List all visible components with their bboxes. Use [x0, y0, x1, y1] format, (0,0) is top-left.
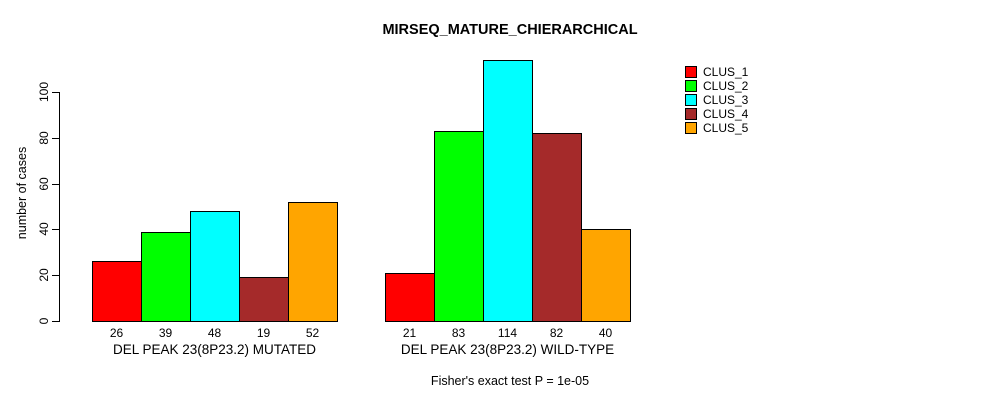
bar-value-label: 40: [598, 326, 613, 340]
bar-value-label: 21: [402, 326, 417, 340]
y-tick-label: 80: [37, 131, 51, 145]
legend-item-clus_3: CLUS_3: [685, 93, 748, 107]
y-tick: [52, 275, 60, 277]
y-tick: [52, 229, 60, 231]
y-tick-label: 20: [37, 268, 51, 282]
bar-clus_2-group1: [141, 231, 191, 322]
annotation-text: Fisher's exact test P = 1e-05: [430, 374, 590, 388]
category-label-group2: DEL PEAK 23(8P23.2) WILD-TYPE: [400, 342, 615, 357]
legend-item-clus_4: CLUS_4: [685, 107, 748, 121]
legend-label: CLUS_5: [703, 121, 749, 135]
bar-value-label: 39: [158, 326, 173, 340]
y-axis-label: number of cases: [15, 146, 29, 240]
legend-swatch-clus_2: [685, 80, 697, 92]
legend-label: CLUS_2: [703, 79, 749, 93]
legend-swatch-clus_5: [685, 122, 697, 134]
legend-swatch-clus_1: [685, 66, 697, 78]
y-tick: [52, 92, 60, 93]
bar-clus_3-group1: [190, 211, 240, 322]
bar-value-label: 83: [451, 326, 466, 340]
legend-swatch-clus_4: [685, 108, 697, 120]
legend-item-clus_2: CLUS_2: [685, 79, 748, 93]
bar-value-label: 19: [256, 326, 271, 340]
y-tick-label: 40: [37, 222, 51, 237]
y-tick-label: 100: [37, 81, 51, 103]
bar-value-label: 52: [305, 326, 320, 340]
bar-clus_3-group2: [483, 59, 533, 322]
category-label-group1: DEL PEAK 23(8P23.2) MUTATED: [112, 342, 317, 357]
legend-item-clus_1: CLUS_1: [685, 65, 748, 79]
y-tick-label: 60: [37, 176, 51, 191]
y-tick-label: 0: [37, 317, 51, 325]
bar-value-label: 82: [549, 326, 564, 340]
legend-label: CLUS_1: [703, 65, 749, 79]
bar-clus_4-group1: [239, 277, 289, 322]
bar-clus_1-group1: [92, 261, 142, 322]
legend: CLUS_1 CLUS_2 CLUS_3 CLUS_4 CLUS_5: [685, 65, 748, 135]
chart-title: MIRSEQ_MATURE_CHIERARCHICAL: [382, 22, 638, 38]
y-axis-line: [59, 92, 60, 322]
legend-label: CLUS_4: [703, 107, 749, 121]
bar-value-label: 48: [207, 326, 222, 340]
bar-clus_4-group2: [532, 133, 582, 322]
bar-clus_5-group2: [581, 229, 631, 322]
bar-clus_2-group2: [434, 130, 484, 322]
bar-value-label: 26: [109, 326, 124, 340]
y-tick: [52, 183, 60, 185]
bar-value-label: 114: [497, 326, 518, 340]
legend-swatch-clus_3: [685, 94, 697, 106]
bar-clus_1-group2: [385, 272, 435, 322]
legend-label: CLUS_3: [703, 93, 749, 107]
bar-clus_5-group1: [288, 201, 338, 322]
y-tick: [52, 321, 60, 322]
y-tick: [52, 137, 60, 139]
legend-item-clus_5: CLUS_5: [685, 121, 748, 135]
